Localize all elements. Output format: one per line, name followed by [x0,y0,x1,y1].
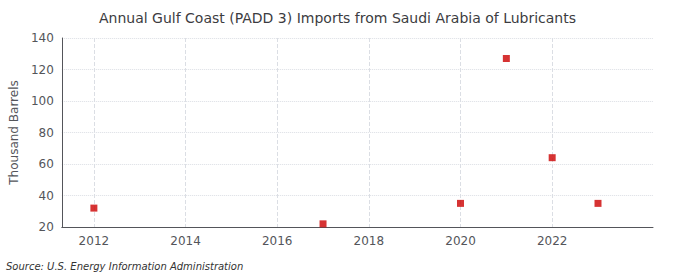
svg-text:2022: 2022 [537,234,568,248]
svg-text:Source: U.S. Energy Informatio: Source: U.S. Energy Information Administ… [6,261,243,272]
svg-text:100: 100 [31,94,54,108]
svg-text:Annual Gulf Coast (PADD 3) Imp: Annual Gulf Coast (PADD 3) Imports from … [99,10,576,26]
svg-text:Thousand Barrels: Thousand Barrels [7,80,21,185]
svg-text:140: 140 [31,31,54,45]
svg-text:2014: 2014 [170,234,201,248]
svg-text:2018: 2018 [354,234,385,248]
svg-text:2012: 2012 [79,234,110,248]
svg-text:40: 40 [39,189,54,203]
svg-text:120: 120 [31,63,54,77]
svg-text:2016: 2016 [262,234,293,248]
svg-text:2020: 2020 [445,234,476,248]
svg-text:80: 80 [39,126,54,140]
svg-text:20: 20 [39,220,54,234]
svg-text:60: 60 [39,157,54,171]
